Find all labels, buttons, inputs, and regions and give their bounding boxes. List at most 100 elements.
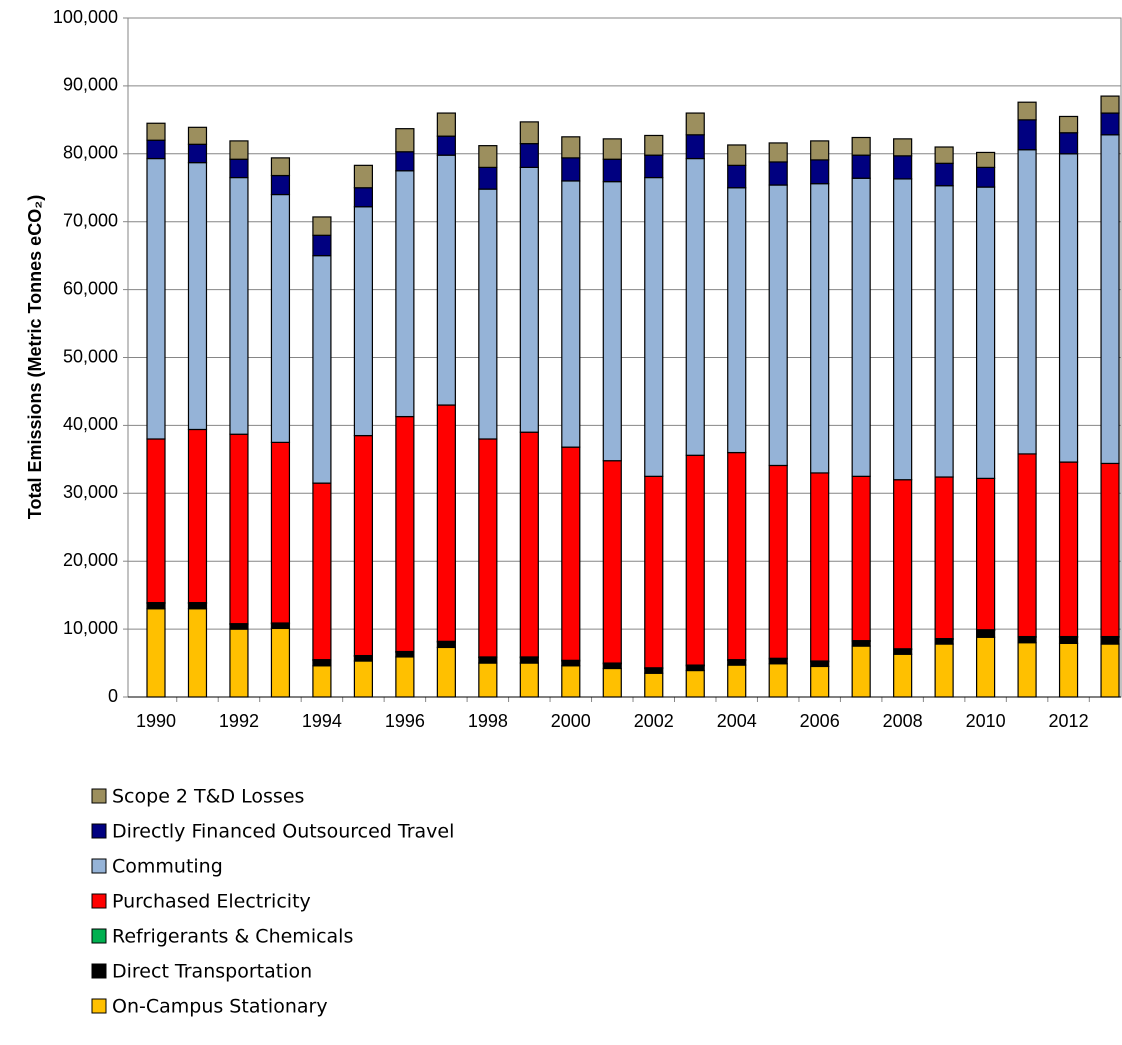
bar-segment: [353, 164, 373, 189]
bar-segment: [810, 140, 830, 161]
bar-segment: [893, 155, 913, 180]
bar-segment: [644, 672, 664, 698]
bar-segment: [934, 476, 954, 640]
bar-segment: [685, 669, 705, 698]
bar-segment: [975, 151, 996, 168]
legend-swatch: [91, 858, 107, 874]
bar-segment: [187, 143, 208, 164]
x-tick-label: 1992: [219, 711, 259, 731]
bar-segment: [851, 177, 871, 477]
bar-segment: [934, 146, 954, 164]
bar-segment: [395, 128, 415, 153]
y-tick-label: 30,000: [63, 482, 118, 502]
bar-segment: [436, 135, 456, 156]
bar-segment: [685, 157, 705, 456]
bar-segment: [602, 460, 622, 664]
x-tick-label: 1998: [468, 711, 508, 731]
bar-segment: [353, 434, 373, 657]
bar-segment: [478, 145, 498, 168]
bar-segment: [436, 404, 456, 642]
x-tick-label: 2002: [634, 711, 674, 731]
bar-segment: [478, 657, 498, 664]
legend-swatch: [91, 893, 107, 909]
bar-segment: [270, 157, 291, 177]
bar-segment: [685, 112, 705, 136]
bar-segment: [810, 661, 830, 668]
x-tick-label: 2010: [966, 711, 1006, 731]
bar-segment: [851, 645, 871, 698]
x-tick-label: 2006: [800, 711, 840, 731]
bar-segment: [727, 451, 747, 661]
bar-segment: [312, 216, 332, 236]
bar-segment: [727, 664, 747, 698]
bar-segment: [519, 662, 539, 698]
bar-segment: [644, 475, 664, 669]
bar-segment: [478, 662, 498, 698]
bar-segment: [561, 660, 581, 667]
bar-segment: [187, 602, 208, 610]
bar-segment: [685, 665, 705, 672]
x-tick-label: 2012: [1049, 711, 1089, 731]
y-tick-label: 60,000: [63, 278, 118, 298]
bar-segment: [1058, 461, 1079, 638]
bar-segment: [353, 660, 373, 698]
bar-segment: [602, 138, 622, 160]
y-tick-label: 40,000: [63, 414, 118, 434]
bar-segment: [229, 433, 249, 625]
y-tick-label: 0: [108, 686, 118, 706]
bar-segment: [1058, 636, 1079, 644]
bar-segment: [934, 185, 954, 478]
x-tick-label: 1996: [385, 711, 425, 731]
bar-segment: [436, 154, 456, 406]
bar-segment: [644, 134, 664, 156]
bar-segment: [395, 151, 415, 172]
bar-segment: [934, 162, 954, 187]
bar-segment: [1100, 134, 1120, 465]
bar-segment: [519, 431, 539, 658]
bar-segment: [975, 636, 996, 698]
x-tick-label: 2008: [883, 711, 923, 731]
bar-segment: [561, 665, 581, 698]
bar-segment: [851, 136, 871, 156]
bar-segment: [187, 126, 208, 145]
bar-segment: [1017, 636, 1037, 644]
bar-segment: [893, 178, 913, 481]
bar-segment: [146, 139, 166, 160]
bar-segment: [934, 643, 954, 698]
legend-label: Directly Financed Outsourced Travel: [112, 821, 454, 843]
bar-segment: [229, 176, 249, 435]
legend-label: On-Campus Stationary: [112, 996, 328, 1018]
bar-segment: [685, 134, 705, 160]
bar-segment: [229, 158, 249, 179]
bar-segment: [975, 629, 996, 638]
bar-segment: [561, 136, 581, 159]
bar-segment: [519, 166, 539, 433]
bar-segment: [270, 627, 291, 698]
bar-segment: [519, 121, 539, 145]
bar-segment: [602, 663, 622, 670]
bar-segment: [644, 176, 664, 477]
bar-segment: [768, 658, 788, 665]
bar-segment: [312, 665, 332, 698]
bar-segment: [810, 159, 830, 185]
bar-segment: [893, 648, 913, 655]
legend-swatch: [91, 788, 107, 804]
bar-segment: [1058, 132, 1079, 155]
bar-segment: [312, 659, 332, 667]
bar-segment: [270, 193, 291, 443]
bar-segment: [312, 482, 332, 661]
bar-segment: [934, 638, 954, 645]
bar-segment: [893, 479, 913, 650]
bar-segment: [893, 653, 913, 698]
bar-segment: [727, 659, 747, 666]
bar-segment: [1017, 149, 1037, 455]
bar-segment: [353, 187, 373, 208]
bar-segment: [851, 475, 871, 642]
bar-segment: [975, 166, 996, 188]
bar-segment: [146, 608, 166, 698]
bar-segment: [146, 157, 166, 440]
legend-label: Commuting: [112, 856, 223, 878]
bar-segment: [312, 234, 332, 257]
bar-segment: [893, 138, 913, 157]
